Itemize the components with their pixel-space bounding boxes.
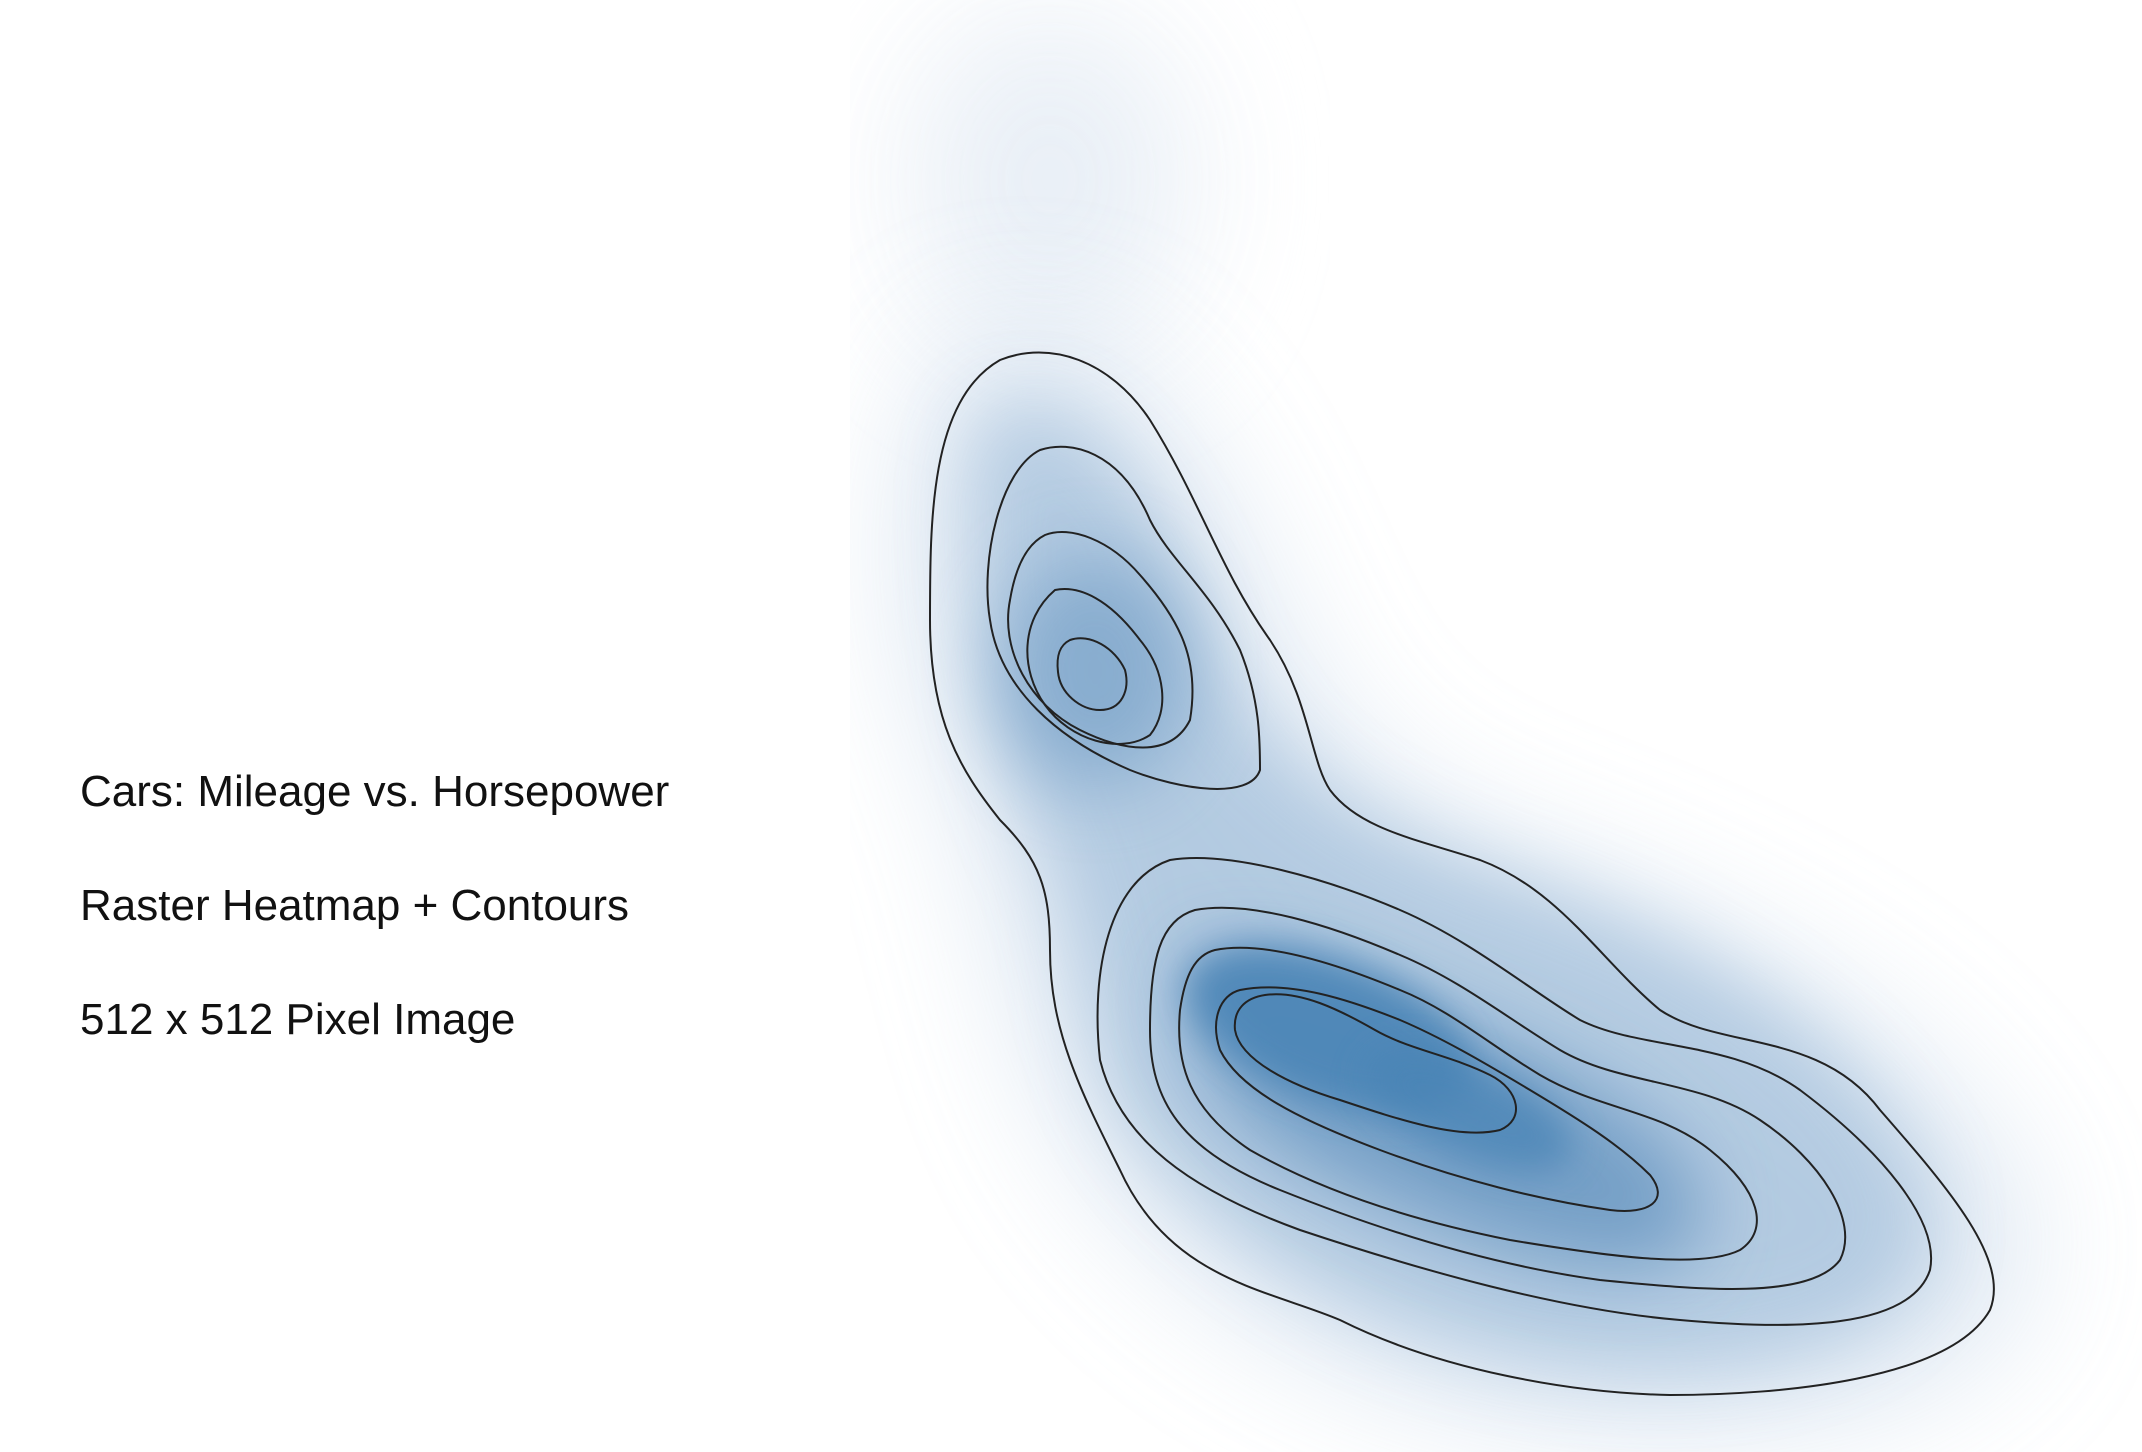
contour-level-5 <box>1056 637 1128 712</box>
density-body <box>976 408 1928 1370</box>
density-upper-peak <box>1000 555 1190 785</box>
image-size-label: 512 x 512 Pixel Image <box>80 995 516 1044</box>
contour-level-10 <box>1233 993 1517 1134</box>
contour-level-8 <box>1178 946 1758 1261</box>
contour-level-7 <box>1148 906 1847 1290</box>
contour-level-3 <box>1007 530 1194 749</box>
heatmap-plot <box>910 10 2020 1420</box>
contour-level-4 <box>1026 588 1164 745</box>
density-second-peak <box>1367 1049 1573 1171</box>
contour-level-6 <box>1096 857 1933 1326</box>
contour-level-2 <box>986 445 1262 790</box>
contour-lines <box>928 351 1995 1397</box>
density-raster <box>910 10 2020 1420</box>
contour-level-1 <box>928 351 1995 1397</box>
density-tail-top <box>910 10 1190 350</box>
chart-subtitle: Raster Heatmap + Contours <box>80 881 630 930</box>
chart-title: Cars: Mileage vs. Horsepower <box>80 767 670 816</box>
contour-level-9 <box>1215 986 1659 1212</box>
